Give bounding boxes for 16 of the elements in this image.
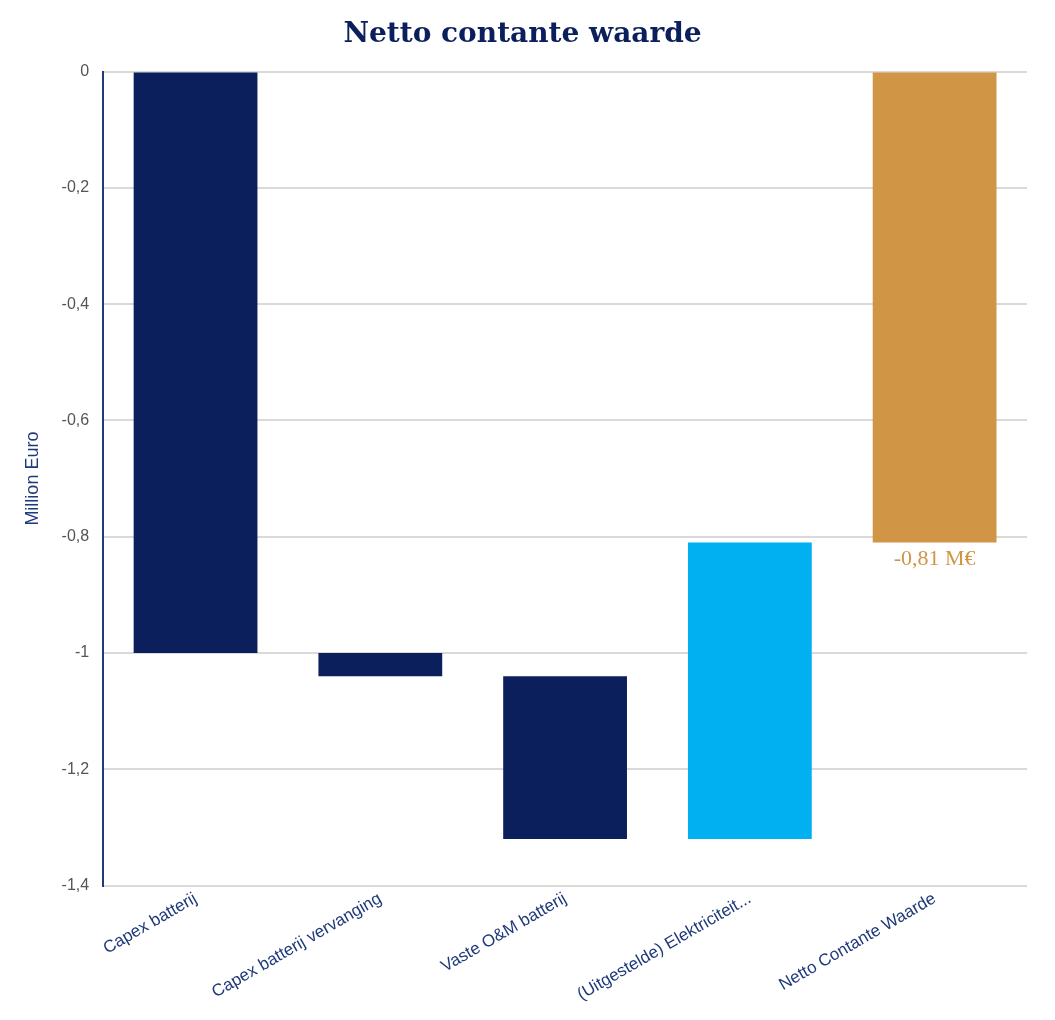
data-label: -0,81 M€ (893, 545, 976, 571)
bar (133, 72, 258, 654)
y-tick-label: -1,2 (61, 759, 90, 777)
y-tick-label: -0,8 (61, 527, 90, 545)
y-axis-title: Million Euro (21, 431, 42, 526)
bar (687, 542, 812, 840)
y-tick-label: -0,2 (61, 178, 90, 196)
bar (872, 72, 997, 543)
y-tick-label: 0 (80, 62, 90, 80)
chart-title: Netto contante waarde (343, 16, 702, 50)
bar (318, 653, 443, 677)
y-tick-label: -1,4 (61, 876, 90, 894)
y-tick-label: -1 (74, 643, 90, 661)
bar (503, 676, 627, 840)
y-tick-label: -0,4 (61, 294, 90, 312)
y-tick-label: -0,6 (61, 410, 90, 428)
